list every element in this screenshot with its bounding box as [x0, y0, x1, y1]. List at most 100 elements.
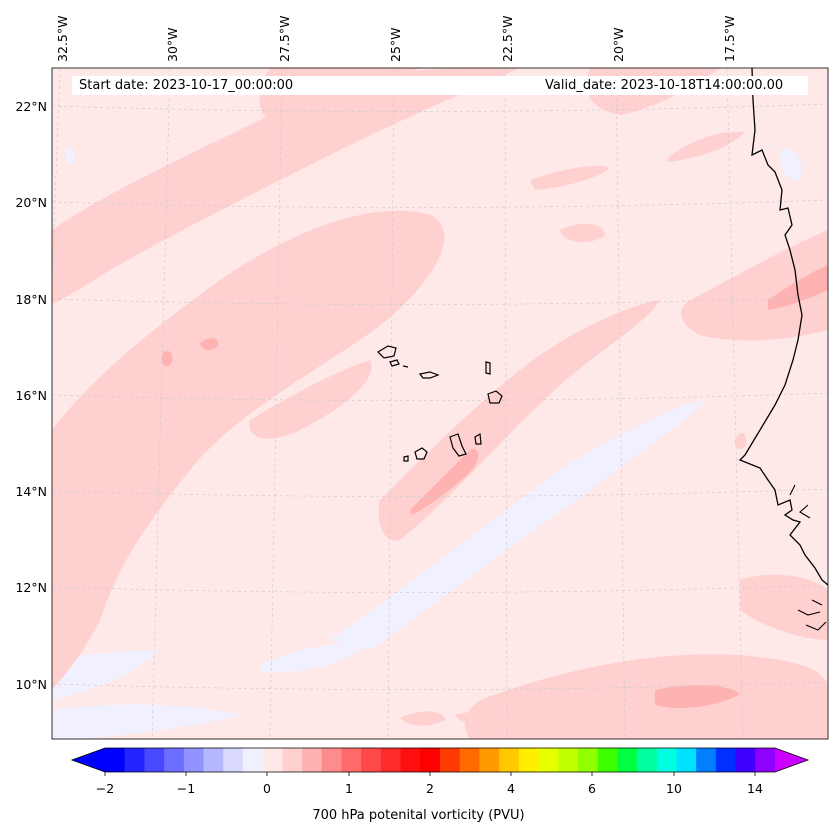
colorbar-segment [282, 748, 303, 772]
colorbar-segment [144, 748, 165, 772]
colorbar-segment [479, 748, 500, 772]
island-sao-vicente [389, 359, 400, 367]
gridline-lat [52, 103, 828, 112]
colorbar-segment [242, 748, 264, 772]
colorbar [70, 747, 810, 776]
gridline-lon [504, 68, 508, 739]
colorbar-segment [400, 748, 421, 772]
colorbar-tick-label: 1 [345, 781, 353, 796]
lat-label: 22°N [15, 99, 47, 114]
lon-label: 22.5°W [500, 16, 515, 62]
gridline-lat [52, 681, 828, 690]
gridline-lat [52, 392, 828, 401]
lon-label: 17.5°W [722, 16, 737, 62]
colorbar-segment [183, 748, 204, 772]
start-date-label: Start date: 2023-10-17_00:00:00 [79, 78, 294, 93]
pv-band [668, 131, 745, 162]
pv-band [560, 223, 605, 243]
colorbar-tick-label: 4 [507, 781, 515, 796]
colorbar-segment [164, 748, 185, 772]
colorbar-segment [518, 748, 539, 772]
pv-negative-region [330, 400, 705, 650]
gridline-lat [52, 199, 828, 208]
island-santa-luzia [402, 365, 409, 368]
lat-label: 20°N [15, 195, 47, 210]
island-sao-nicolau [418, 371, 440, 379]
colorbar-tick-label: 0 [263, 781, 271, 796]
colorbar-segment [203, 748, 224, 772]
island-fogo [414, 447, 428, 460]
africa-coastline [738, 68, 828, 586]
lon-label: 30°W [165, 27, 180, 62]
colorbar-segment [420, 748, 441, 772]
valid-date-box [540, 76, 808, 95]
colorbar-segment [459, 748, 480, 772]
colorbar-segment [105, 748, 126, 772]
pv-negative-region [779, 149, 802, 181]
map-frame [51, 67, 829, 740]
colorbar-segment [538, 748, 559, 772]
pv-band [52, 210, 445, 690]
gridline-lon [151, 68, 171, 739]
start-date-box [72, 76, 552, 95]
colorbar-segment [440, 748, 461, 772]
colorbar-segment [577, 748, 599, 772]
pv-core [161, 350, 173, 367]
pv-core [768, 265, 828, 310]
gridline-lon [615, 68, 626, 739]
lat-label: 18°N [15, 292, 47, 307]
colorbar-segment [696, 748, 717, 772]
lat-label: 14°N [15, 484, 47, 499]
longitude-labels: 32.5°W 30°W 27.5°W 25°W 22.5°W 20°W 17.5… [55, 16, 737, 62]
lat-label: 10°N [15, 677, 47, 692]
colorbar-tick-label: 10 [666, 781, 682, 796]
colorbar-tick-label: −2 [96, 781, 114, 796]
colorbar-segment [558, 748, 579, 772]
lat-label: 16°N [15, 388, 47, 403]
lon-label: 27.5°W [277, 16, 292, 62]
island-boa-vista [487, 390, 503, 404]
pv-band [400, 711, 445, 726]
pv-band [530, 165, 610, 190]
pv-band [455, 710, 505, 725]
colorbar-segment [597, 748, 618, 772]
pv-band [464, 654, 828, 739]
pv-negative-region [260, 643, 370, 673]
island-brava [403, 455, 409, 462]
lon-label: 32.5°W [55, 16, 70, 62]
africa-coastline [789, 484, 827, 631]
colorbar-segment [656, 748, 677, 772]
island-sal [485, 361, 491, 375]
pv-core [200, 338, 219, 351]
graticule [52, 68, 828, 739]
gridline-lon [387, 68, 395, 739]
colorbar-tick-label: −1 [177, 781, 195, 796]
gridline-lon [726, 68, 744, 739]
colorbar-tick-label: 14 [747, 781, 763, 796]
gridline-lat [52, 296, 828, 305]
lon-label: 25°W [388, 27, 403, 62]
lon-label: 20°W [611, 27, 626, 62]
island-maio [474, 432, 482, 445]
pv-negative-region [52, 704, 240, 739]
colorbar-segment [341, 748, 362, 772]
cape-verde-islands [377, 345, 503, 462]
pv-band [740, 574, 828, 640]
pv-band [735, 432, 747, 450]
colorbar-ticks: −2 −1 0 1 2 4 6 10 14 [96, 781, 763, 796]
colorbar-segment [361, 748, 382, 772]
colorbar-segment [262, 748, 283, 772]
colorbar-segment [637, 748, 658, 772]
colorbar-segment [302, 748, 323, 772]
latitude-labels: 22°N 20°N 18°N 16°N 14°N 12°N 10°N [15, 99, 47, 692]
colorbar-title: 700 hPa potenital vorticity (PVU) [312, 808, 525, 823]
pv-band [249, 360, 372, 439]
colorbar-segment [124, 748, 145, 772]
gridline-lon [269, 68, 283, 739]
gridline-lat [52, 488, 828, 497]
colorbar-segment [321, 748, 342, 772]
pv-negative-region [52, 650, 160, 700]
island-santiago [449, 433, 467, 457]
colorbar-segment [735, 748, 756, 772]
